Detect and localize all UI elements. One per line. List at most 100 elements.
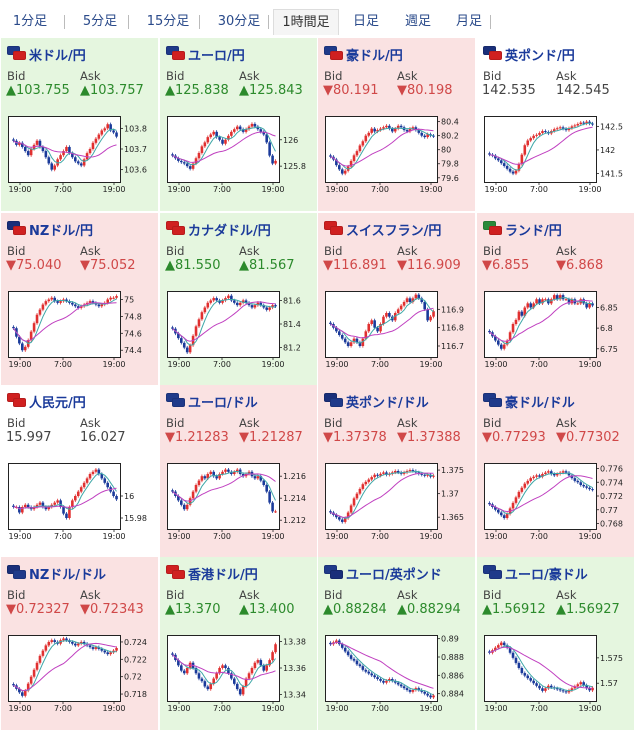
candle xyxy=(544,472,547,474)
price-chart[interactable]: 142.5 142 141.5 19:00 7:00 19:00 xyxy=(484,114,628,194)
rate-card[interactable]: ユーロ/豪ドル Bid Ask ▲1.56912 ▲1.56927 1.575 1.57 19… xyxy=(477,557,634,730)
candle xyxy=(109,124,112,131)
candle xyxy=(238,126,242,130)
price-chart[interactable]: 126 125.8 19:00 7:00 19:00 xyxy=(167,114,311,194)
candle xyxy=(94,469,98,472)
price-chart[interactable]: 116.9 116.8 116.7 19:00 7:00 19:00 xyxy=(325,289,469,369)
pair-link[interactable]: NZドル/ドル xyxy=(29,567,107,583)
pair-link[interactable]: 豪ドル/円 xyxy=(346,48,403,64)
candle xyxy=(180,500,183,505)
rate-card[interactable]: ユーロ/円 Bid Ask ▲125.838 ▲125.843 126 125.8 19:00… xyxy=(160,38,317,211)
candle xyxy=(224,469,227,472)
chart-svg: 142.5 142 141.5 19:00 7:00 19:00 xyxy=(484,116,623,194)
tab-4[interactable]: 1時間足 xyxy=(273,9,339,35)
rate-card[interactable]: 米ドル/円 Bid Ask ▲103.755 ▲103.757 103.8 103.7 103… xyxy=(1,38,158,211)
rate-card[interactable]: NZドル/ドル Bid Ask ▼0.72327 ▼0.72343 0.724 0.722 0… xyxy=(1,557,158,730)
pair-link[interactable]: 香港ドル/円 xyxy=(188,567,258,583)
price-chart[interactable]: 1.575 1.57 19:00 7:00 19:00 xyxy=(484,633,628,713)
rate-card[interactable]: 豪ドル/円 Bid Ask ▼80.191 ▼80.198 80.4 80.2 80 79.8 7… xyxy=(318,38,475,211)
rate-card[interactable]: NZドル/円 Bid Ask ▼75.040 ▼75.052 75 74.8 74.6 74.4… xyxy=(1,213,158,386)
pair-link[interactable]: 米ドル/円 xyxy=(29,48,86,64)
tab-3[interactable]: 30分足 xyxy=(217,14,261,29)
candle xyxy=(502,163,506,166)
candle xyxy=(68,507,71,518)
rate-card[interactable]: カナダドル/円 Bid Ask ▲81.550 ▲81.567 81.6 81.4 81.2 1… xyxy=(160,213,317,386)
rate-card[interactable]: ユーロ/ドル Bid Ask ▼1.21283 ▼1.21287 1.216 1.214 1.… xyxy=(160,385,317,558)
candle xyxy=(56,159,59,166)
candle xyxy=(250,668,254,674)
x-tick-label: 19:00 xyxy=(484,360,507,369)
flag-icon xyxy=(166,46,186,62)
chart-svg: 0.89 0.888 0.886 0.884 19:00 7:00 19:00 xyxy=(325,635,464,713)
pair-link[interactable]: ユーロ/英ポンド xyxy=(346,567,442,583)
price-chart[interactable]: 75 74.8 74.6 74.4 19:00 7:00 19:00 xyxy=(8,289,152,369)
pair-link[interactable]: ユーロ/豪ドル xyxy=(505,567,588,583)
candle xyxy=(74,496,77,501)
tab-2[interactable]: 15分足 xyxy=(146,14,190,29)
x-tick-label: 19:00 xyxy=(8,532,31,541)
rate-card[interactable]: 人民元/円 Bid Ask 15.997 16.027 16 15.98 19:00 7:00 1… xyxy=(1,385,158,558)
x-tick-label: 7:00 xyxy=(213,360,231,369)
candle xyxy=(488,502,491,505)
candle xyxy=(191,163,195,169)
price-chart[interactable]: 6.85 6.8 6.75 19:00 7:00 19:00 xyxy=(484,289,628,369)
pair-link[interactable]: ランド/円 xyxy=(505,223,562,239)
price-chart[interactable]: 103.8 103.7 103.6 19:00 7:00 19:00 xyxy=(8,114,152,194)
price-chart[interactable]: 1.375 1.37 1.365 19:00 7:00 19:00 xyxy=(325,461,469,541)
rate-card[interactable]: 香港ドル/円 Bid Ask ▲13.370 ▲13.400 13.38 13.36 13.3… xyxy=(160,557,317,730)
candle xyxy=(343,170,347,174)
y-tick-label: 1.375 xyxy=(441,466,464,475)
card-title: 香港ドル/円 xyxy=(166,564,258,583)
rate-card[interactable]: スイスフラン/円 Bid Ask ▼116.891 ▼116.909 116.9 116.8… xyxy=(318,213,475,386)
rate-card[interactable]: ユーロ/英ポンド Bid Ask ▲0.88284 ▲0.88294 0.89 0.888 0… xyxy=(318,557,475,730)
x-tick-label: 19:00 xyxy=(102,532,125,541)
tab-5[interactable]: 日足 xyxy=(352,14,379,29)
candle xyxy=(227,135,230,140)
pair-link[interactable]: NZドル/円 xyxy=(29,223,94,239)
ask-price: ▼1.37388 xyxy=(397,430,461,445)
pair-link[interactable]: ユーロ/ドル xyxy=(188,395,258,411)
candle xyxy=(588,688,591,691)
candle xyxy=(233,471,236,474)
candle xyxy=(188,345,192,353)
pair-link[interactable]: 英ポンド/ドル xyxy=(346,395,429,411)
price-chart[interactable]: 0.776 0.774 0.772 0.77 0.768 19:00 7:00 19:00 xyxy=(484,461,628,541)
candle xyxy=(361,338,365,346)
candle xyxy=(570,126,574,129)
candle xyxy=(38,655,42,663)
pair-link[interactable]: 人民元/円 xyxy=(29,395,86,411)
candle xyxy=(194,485,198,492)
candle xyxy=(106,124,109,129)
tab-6[interactable]: 週足 xyxy=(404,14,431,29)
pair-link[interactable]: 英ポンド/円 xyxy=(505,48,575,64)
price-chart[interactable]: 16 15.98 19:00 7:00 19:00 xyxy=(8,461,152,541)
candle xyxy=(227,295,230,299)
y-tick-label: 0.776 xyxy=(600,465,623,474)
candle xyxy=(35,140,39,145)
candle xyxy=(115,496,118,500)
candle xyxy=(408,128,412,132)
price-chart[interactable]: 80.4 80.2 80 79.8 79.6 19:00 7:00 19:00 xyxy=(325,114,469,194)
tab-7[interactable]: 月足 xyxy=(455,14,482,29)
candle xyxy=(349,160,353,167)
tab-1[interactable]: 5分足 xyxy=(82,14,118,29)
rate-card[interactable]: ランド/円 Bid Ask ▼6.855 ▼6.868 6.85 6.8 6.75 19:00 7… xyxy=(477,213,634,386)
rate-card[interactable]: 英ポンド/円 Bid Ask 142.535 142.545 142.5 142 141.5 1… xyxy=(477,38,634,211)
price-chart[interactable]: 81.6 81.4 81.2 19:00 7:00 19:00 xyxy=(167,289,311,369)
pair-link[interactable]: ユーロ/円 xyxy=(188,48,245,64)
tab-0[interactable]: 1分足 xyxy=(12,14,48,29)
candle xyxy=(65,638,68,641)
pair-link[interactable]: 豪ドル/ドル xyxy=(505,395,575,411)
candle xyxy=(367,324,371,332)
price-chart[interactable]: 13.38 13.36 13.34 19:00 7:00 19:00 xyxy=(167,633,311,713)
price-chart[interactable]: 0.724 0.722 0.72 0.718 19:00 7:00 19:00 xyxy=(8,633,152,713)
pair-link[interactable]: スイスフラン/円 xyxy=(346,223,442,239)
ask-price: ▲1.56927 xyxy=(556,602,620,617)
candle xyxy=(109,652,112,655)
candle xyxy=(379,128,382,131)
price-chart[interactable]: 1.216 1.214 1.212 19:00 7:00 19:00 xyxy=(167,461,311,541)
rate-card[interactable]: 英ポンド/ドル Bid Ask ▼1.37378 ▼1.37388 1.375 1.37 1.… xyxy=(318,385,475,558)
price-chart[interactable]: 0.89 0.888 0.886 0.884 19:00 7:00 19:00 xyxy=(325,633,469,713)
pair-link[interactable]: カナダドル/円 xyxy=(188,223,271,239)
rate-card[interactable]: 豪ドル/ドル Bid Ask ▼0.77293 ▼0.77302 0.776 0.774 0.… xyxy=(477,385,634,558)
